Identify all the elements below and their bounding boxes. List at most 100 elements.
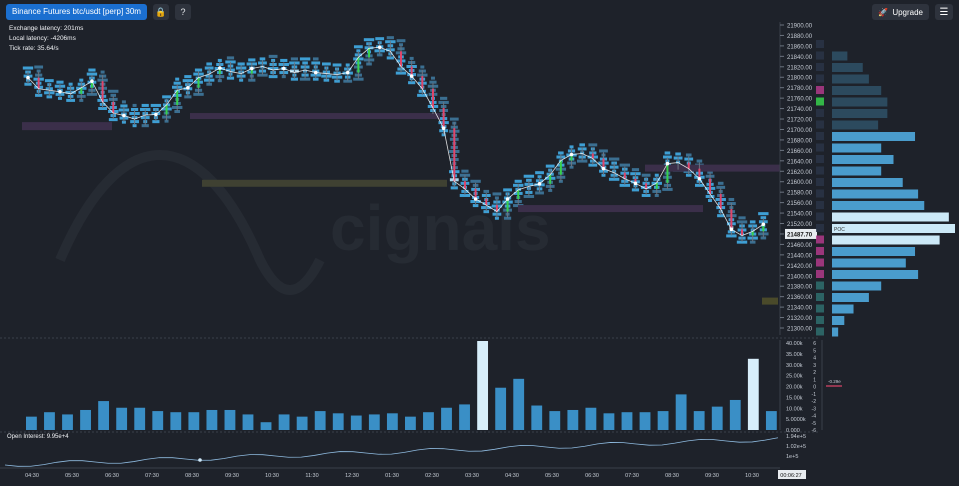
- side-indicator: [816, 327, 824, 336]
- open-interest-label: Open Interest: 9.95e+4: [7, 434, 69, 440]
- side-indicator: [816, 293, 824, 301]
- delta-tick-label: 0: [813, 385, 816, 391]
- footprint-box: [162, 95, 171, 99]
- price-axis: 21900.00 21880.00 21860.00 21840.00 21820.00…: [779, 22, 817, 335]
- footprint-box: [86, 72, 98, 76]
- price-tick-label: 21760.00: [787, 97, 813, 103]
- price-dot: [409, 74, 414, 78]
- time-tick-label: 10:30: [265, 473, 279, 479]
- footprint-box: [716, 185, 726, 189]
- oi-tick-label: 1e+5: [786, 454, 798, 460]
- candle-body: [655, 182, 658, 189]
- volume-bar: [603, 413, 615, 430]
- volume-bar: [765, 411, 777, 430]
- time-tick-label: 08:30: [185, 473, 199, 479]
- volume-profile-bar: [832, 247, 916, 256]
- footprint-box: [608, 177, 620, 181]
- watermark-wave: [55, 150, 325, 295]
- hamburger-menu-icon[interactable]: ☰: [935, 4, 953, 20]
- volume-bar: [657, 411, 669, 430]
- footprint-box: [429, 80, 437, 84]
- volume-profile-bar: [832, 281, 882, 291]
- candle-body: [591, 153, 594, 159]
- footprint-box: [66, 98, 76, 102]
- volume-bar: [368, 414, 380, 430]
- price-dot: [345, 70, 350, 75]
- volume-bar: [170, 412, 182, 430]
- lock-icon[interactable]: 🔒: [152, 4, 169, 20]
- price-tick-label: 21520.00: [787, 222, 813, 228]
- price-dot: [537, 182, 542, 186]
- footprint-box: [79, 98, 84, 102]
- open-interest-line: [4, 437, 779, 467]
- volume-profile-bar: [832, 293, 869, 302]
- price-tick-label: 21300.00: [787, 327, 813, 333]
- footprint-box: [239, 78, 244, 82]
- footprint-box: [494, 216, 499, 220]
- footprint-box: [132, 124, 137, 128]
- candle-body: [709, 178, 712, 194]
- volume-bar: [80, 409, 91, 430]
- side-indicator: [816, 109, 824, 117]
- footprint-box: [268, 75, 278, 79]
- footprint-box: [514, 179, 522, 183]
- price-tick-label: 21580.00: [787, 191, 813, 197]
- volume-bar: [549, 411, 561, 430]
- price-dot: [218, 66, 222, 70]
- footprint-box: [108, 118, 118, 122]
- footprint-box: [268, 54, 278, 58]
- candle-body: [549, 174, 552, 184]
- volume-profile: POC: [816, 40, 955, 337]
- footprint-box: [760, 216, 767, 220]
- price-tick-label: 21320.00: [787, 316, 813, 322]
- zone-purple: [645, 164, 780, 172]
- footprint-box: [141, 103, 149, 107]
- footprint-box: [237, 62, 245, 66]
- time-tick-label: 08:30: [665, 473, 679, 479]
- price-tick-label: 21380.00: [787, 285, 813, 291]
- upgrade-button[interactable]: 🚀 Upgrade: [872, 4, 929, 20]
- candle-body: [559, 160, 562, 175]
- volume-axis: 40.00k35.00k30.00k25.00k20.00k15.00k10.0…: [779, 340, 842, 434]
- footprint-box: [569, 145, 574, 149]
- volume-tick-label: 35.00k: [786, 352, 803, 358]
- side-indicator: [816, 189, 824, 198]
- rocket-icon: 🚀: [878, 7, 889, 17]
- time-tick-label: 02:30: [425, 473, 439, 479]
- footprint-box: [366, 62, 372, 66]
- footprint-box: [459, 193, 471, 197]
- footprint-box: [548, 188, 553, 192]
- footprint-box: [132, 103, 137, 107]
- candle-body: [176, 90, 179, 105]
- price-dot: [313, 70, 318, 75]
- footprint-box: [182, 79, 194, 83]
- side-indicator: [816, 74, 824, 83]
- volume-bar: [134, 407, 146, 430]
- volume-bar: [405, 416, 416, 430]
- candle-body: [400, 51, 402, 67]
- footprint-box: [430, 76, 435, 80]
- footprint-box: [664, 151, 671, 155]
- footprint-box: [322, 62, 331, 66]
- footprint-box: [375, 37, 385, 41]
- symbol-title-button[interactable]: Binance Futures btc/usdt [perp] 30m: [6, 4, 147, 20]
- footprint-box: [631, 168, 640, 172]
- help-icon[interactable]: ?: [174, 4, 191, 20]
- volume-bar: [242, 414, 254, 430]
- price-tick-label: 21880.00: [787, 34, 813, 40]
- footprint-box: [492, 192, 502, 196]
- footprint-box: [174, 109, 180, 114]
- footprint-box: [376, 53, 383, 57]
- volume-profile-bar: [832, 189, 919, 199]
- footprint-box: [217, 58, 222, 62]
- footprint-box: [44, 79, 54, 83]
- price-tick-label: 21800.00: [787, 76, 813, 82]
- footprint-box: [675, 152, 681, 156]
- side-indicator: [816, 235, 824, 244]
- footprint-box: [696, 159, 703, 163]
- price-tick-label: 21600.00: [787, 180, 813, 186]
- volume-bar: [44, 412, 55, 430]
- volume-bar: [531, 405, 543, 430]
- time-tick-label: 04:30: [505, 473, 519, 479]
- candle-body: [368, 48, 371, 58]
